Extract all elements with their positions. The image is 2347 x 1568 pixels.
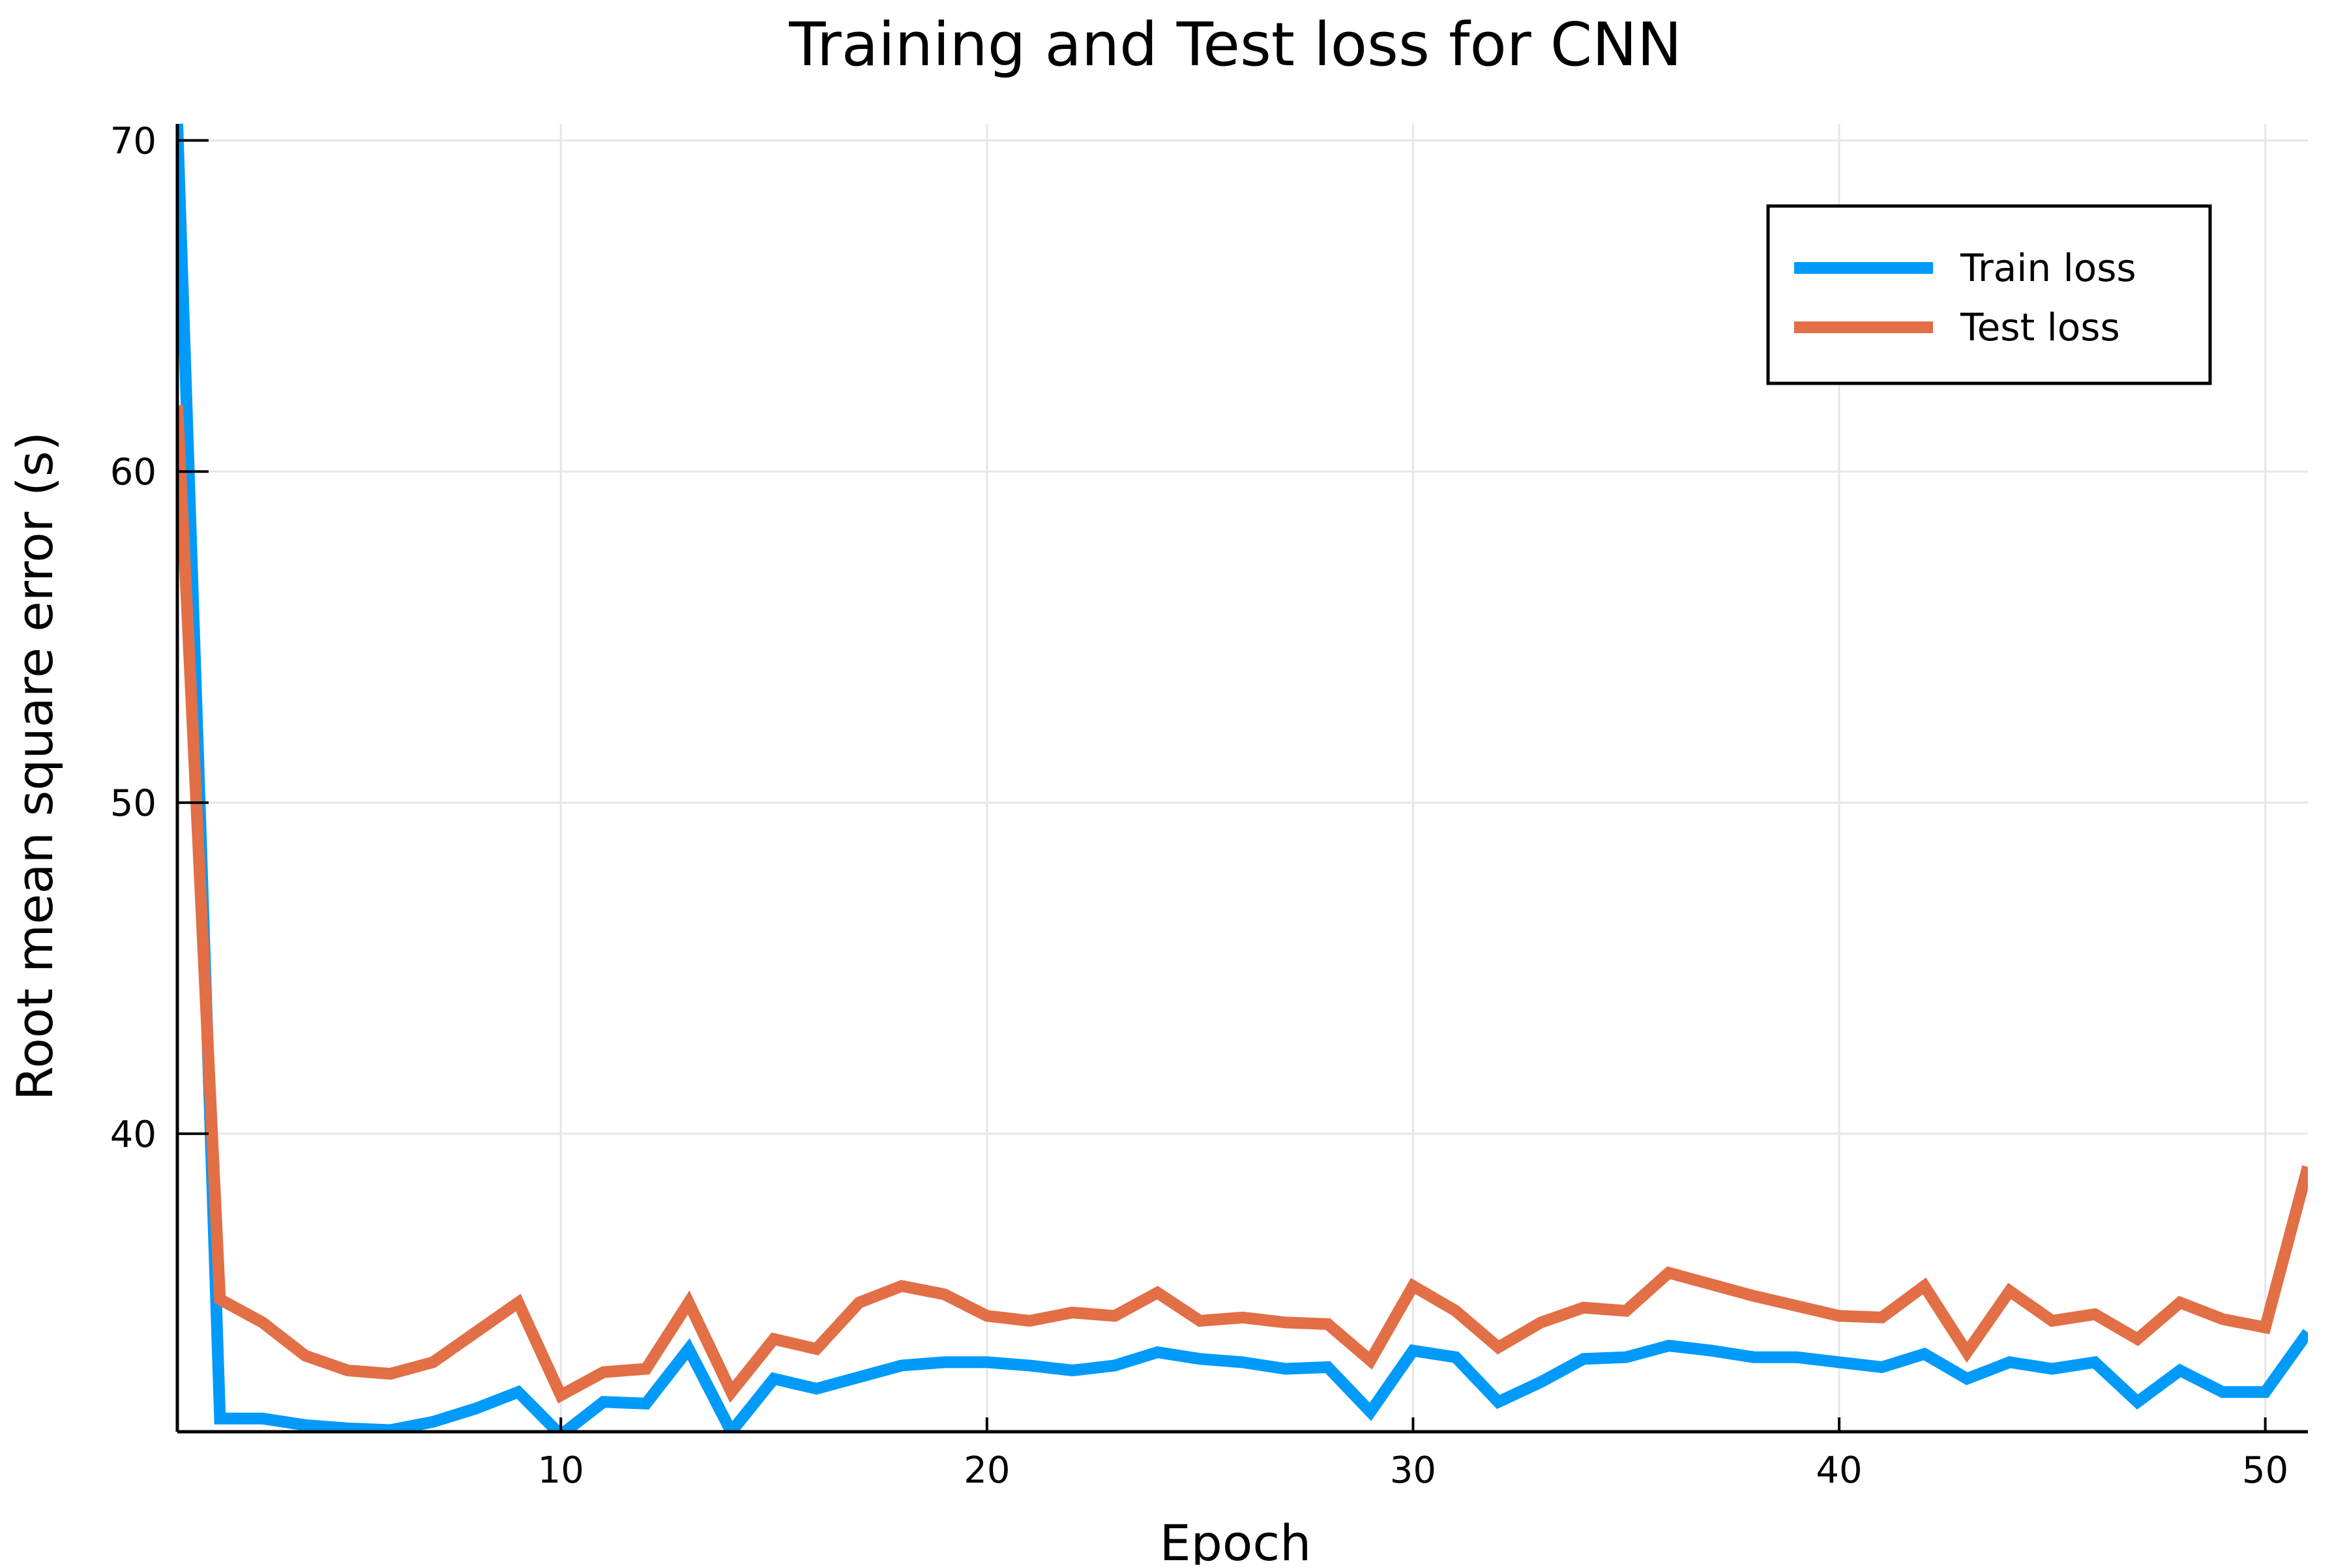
y-tick-label: 40 — [110, 1114, 156, 1156]
tick-labels: 10 20 30 40 50 40 50 60 70 — [110, 120, 2289, 1492]
x-tick-label: 30 — [1390, 1449, 1436, 1492]
y-tick-label: 60 — [110, 451, 156, 494]
chart-title: Training and Test loss for CNN — [788, 10, 1682, 80]
legend-label-train-loss: Train loss — [1960, 246, 2136, 290]
x-tick-label: 50 — [2242, 1449, 2288, 1492]
legend-label-test-loss: Test loss — [1960, 305, 2120, 349]
x-tick-label: 40 — [1816, 1449, 1862, 1492]
y-tick-label: 70 — [110, 120, 156, 162]
legend-box — [1766, 204, 2212, 385]
axes — [175, 124, 2308, 1434]
test-loss-line — [177, 405, 2308, 1404]
train-loss-line — [177, 123, 2308, 1432]
y-tick-label: 50 — [110, 782, 156, 825]
y-axis-label: Root mean square error (s) — [6, 432, 64, 1101]
legend: Train loss Test loss — [1766, 204, 2212, 385]
grid-lines — [177, 124, 2308, 1432]
x-tick-label: 10 — [538, 1449, 584, 1492]
x-tick-label: 20 — [964, 1449, 1010, 1492]
series-lines — [177, 123, 2308, 1432]
x-axis-label: Epoch — [1160, 1514, 1312, 1565]
